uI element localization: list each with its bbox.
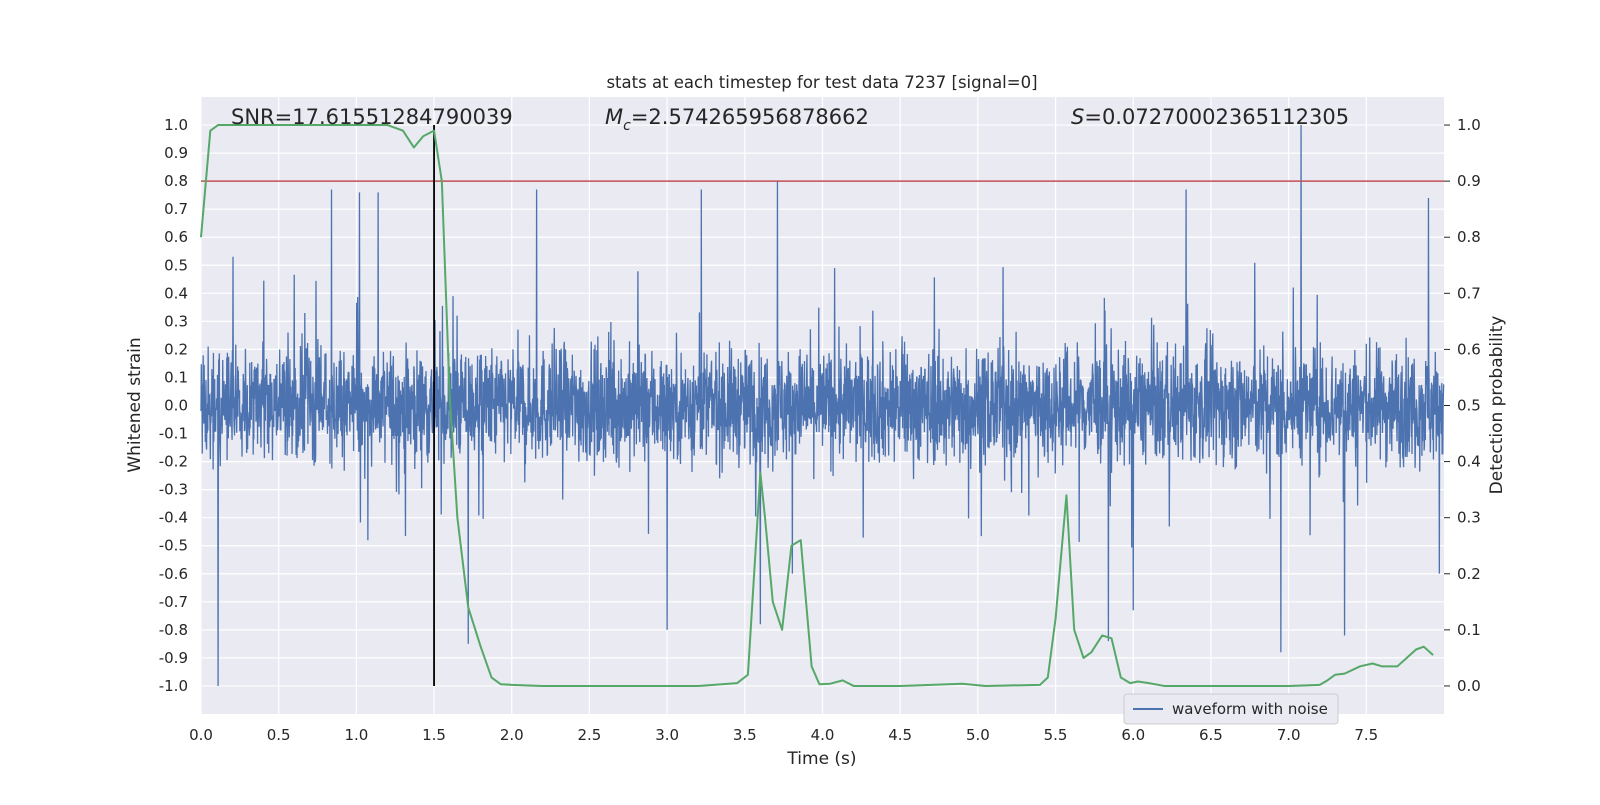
- chirp-mass-subscript: c: [623, 118, 631, 134]
- y2-tick-label: 0.4: [1457, 453, 1481, 471]
- x-tick-label: 6.5: [1199, 726, 1223, 744]
- x-tick-label: 7.0: [1277, 726, 1301, 744]
- y-tick-label: 0.8: [164, 172, 188, 190]
- y-ticks: -1.0 -0.9 -0.8 -0.7 -0.6 -0.5 -0.4 -0.3 -0.2 -0.1…: [159, 116, 188, 695]
- x-axis-label: Time (s): [786, 749, 856, 769]
- y2-tick-label: 0.0: [1457, 677, 1481, 695]
- y-tick-label: 0.2: [164, 340, 188, 358]
- x-tick-label: 5.0: [966, 726, 990, 744]
- y-tick-label: -0.4: [159, 509, 188, 527]
- y-tick-label: -0.3: [159, 481, 188, 499]
- y2-tick-label: 0.7: [1457, 284, 1481, 302]
- x-tick-label: 3.0: [655, 726, 679, 744]
- y-tick-label: 1.0: [164, 116, 188, 134]
- x-tick-label: 1.0: [344, 726, 368, 744]
- x-tick-label: 0.5: [267, 726, 291, 744]
- y2-tick-label: 0.9: [1457, 172, 1481, 190]
- x-tick-label: 4.5: [888, 726, 912, 744]
- x-tick-label: 3.5: [733, 726, 757, 744]
- y2-tick-label: 0.2: [1457, 565, 1481, 583]
- x-tick-label: 4.0: [811, 726, 835, 744]
- chirp-mass-annotation: Mc=2.574265956878662: [605, 105, 869, 134]
- y-tick-label: -0.5: [159, 537, 188, 555]
- score-value: =0.07270002365112305: [1084, 105, 1349, 129]
- y-tick-label: 0.1: [164, 368, 188, 386]
- y-tick-label: -0.8: [159, 621, 188, 639]
- y2-tick-label: 1.0: [1457, 116, 1481, 134]
- x-tick-label: 2.5: [578, 726, 602, 744]
- snr-annotation: SNR=17.61551284790039: [231, 105, 513, 129]
- waveform-line: [200, 125, 1445, 686]
- y2-axis-label: Detection probability: [1487, 316, 1507, 495]
- y-tick-label: -0.6: [159, 565, 188, 583]
- x-tick-label: 7.5: [1354, 726, 1378, 744]
- y-tick-label: 0.5: [164, 256, 188, 274]
- score-symbol: S: [1071, 105, 1084, 129]
- y2-tick-label: 0.6: [1457, 340, 1481, 358]
- x-tick-label: 1.5: [422, 726, 446, 744]
- x-tick-label: 0.0: [189, 726, 213, 744]
- legend-box: [1123, 693, 1339, 725]
- score-annotation: S=0.07270002365112305: [1071, 105, 1349, 129]
- x-tick-label: 2.0: [500, 726, 524, 744]
- y-tick-label: 0.3: [164, 312, 188, 330]
- y-tick-label: -0.1: [159, 425, 188, 443]
- y2-tick-label: 0.5: [1457, 397, 1481, 415]
- y-tick-label: 0.0: [164, 397, 188, 415]
- y2-tick-label: 0.3: [1457, 509, 1481, 527]
- chart-title: stats at each timestep for test data 723…: [606, 73, 1037, 92]
- y-tick-label: -0.2: [159, 453, 188, 471]
- y-tick-label: -0.9: [159, 649, 188, 667]
- detection-probability-line: [200, 124, 1434, 687]
- y2-ticks: 0.0 0.1 0.2 0.3 0.4 0.5 0.6 0.7 0.8 0.9 1.0: [1444, 116, 1481, 695]
- y-tick-label: 0.7: [164, 200, 188, 218]
- waveform-series: [200, 125, 1445, 686]
- x-ticks: 0.0 0.5 1.0 1.5 2.0 2.5 3.0 3.5 4.0 4.5 5.0 5.5 6.0 6…: [189, 726, 1378, 744]
- y-tick-label: 0.9: [164, 144, 188, 162]
- x-tick-label: 6.0: [1121, 726, 1145, 744]
- legend: waveform with noise: [1123, 693, 1339, 725]
- y2-tick-label: 0.8: [1457, 228, 1481, 246]
- x-tick-label: 5.5: [1044, 726, 1068, 744]
- y2-tick-label: 0.1: [1457, 621, 1481, 639]
- y-tick-label: -1.0: [159, 677, 188, 695]
- y-tick-label: 0.6: [164, 228, 188, 246]
- y-axis-label: Whitened strain: [125, 337, 145, 472]
- chirp-mass-symbol: M: [605, 105, 623, 129]
- y-tick-label: 0.4: [164, 284, 188, 302]
- y-tick-label: -0.7: [159, 593, 188, 611]
- legend-label: waveform with noise: [1172, 700, 1328, 718]
- chirp-mass-value: =2.574265956878662: [631, 105, 869, 129]
